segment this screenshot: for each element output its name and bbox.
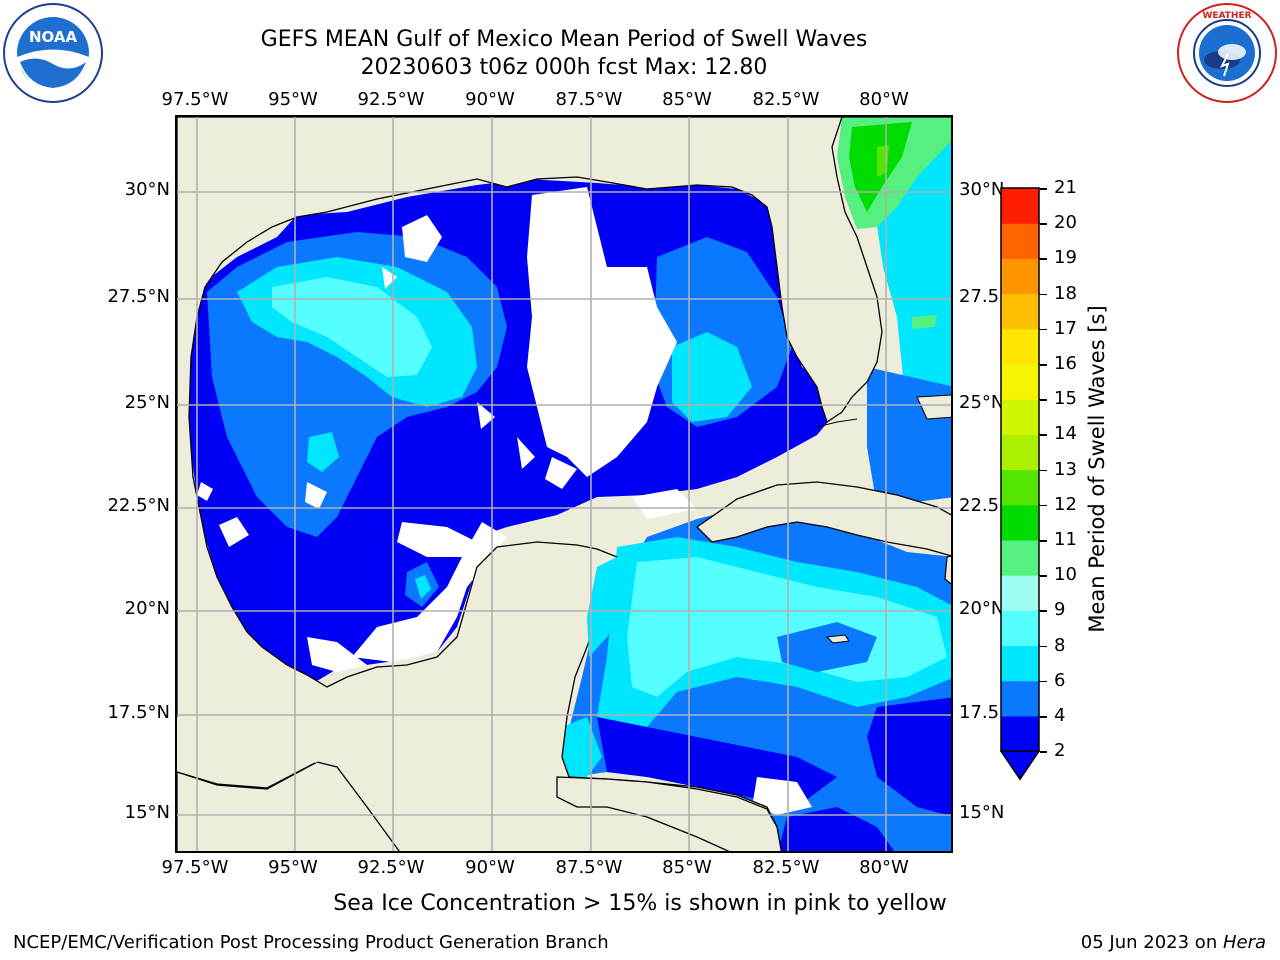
colorbar (999, 186, 1041, 786)
colorbar-tick-label: 21 (1054, 177, 1077, 198)
colorbar-segment (1001, 575, 1039, 611)
colorbar-segment (1001, 258, 1039, 295)
map-panel (175, 115, 953, 853)
lon-label-bottom: 90°W (465, 857, 515, 878)
lon-label-bottom: 97.5°W (161, 857, 229, 878)
colorbar-tick-label: 17 (1054, 317, 1077, 339)
lat-label-left: 25°N (124, 392, 170, 413)
lon-label-bottom: 95°W (268, 857, 318, 878)
footer-date: 05 Jun 2023 on Hera (1081, 932, 1266, 953)
colorbar-segment (1001, 434, 1039, 471)
colorbar-extend-arrow (999, 750, 1041, 781)
lon-label-bottom: 80°W (859, 857, 909, 878)
lon-label-top: 87.5°W (555, 89, 623, 110)
colorbar-segment (1001, 610, 1039, 647)
lon-label-bottom: 85°W (662, 857, 712, 878)
colorbar-tick-mark (1040, 645, 1047, 648)
lat-label-right: 30°N (959, 179, 1005, 200)
lat-label-left: 22.5°N (107, 495, 170, 516)
footer-branch: NCEP/EMC/Verification Post Processing Pr… (13, 932, 609, 953)
lon-label-top: 80°W (859, 89, 909, 110)
colorbar-tick-mark (1040, 258, 1047, 260)
lat-label-left: 30°N (124, 179, 170, 200)
noaa-text: NOAA (29, 28, 78, 46)
footer-date-text: 05 Jun 2023 on (1080, 932, 1223, 953)
lat-label-left: 20°N (124, 598, 170, 619)
colorbar-tick-label: 19 (1054, 247, 1077, 269)
colorbar-tick-mark (1040, 504, 1047, 507)
colorbar-tick-label: 15 (1054, 388, 1077, 410)
colorbar-segment (1001, 293, 1039, 330)
sea-ice-note: Sea Ice Concentration > 15% is shown in … (333, 891, 947, 916)
colorbar-segment (1001, 328, 1039, 365)
footer-host: Hera (1222, 932, 1266, 953)
lon-label-bottom: 92.5°W (357, 857, 425, 878)
colorbar-tick-mark (1040, 293, 1047, 296)
colorbar-tick-label: 8 (1054, 634, 1066, 656)
map-svg (177, 117, 951, 851)
colorbar-tick-label: 20 (1054, 212, 1077, 234)
colorbar-tick-label: 12 (1054, 493, 1077, 515)
chart-title: GEFS MEAN Gulf of Mexico Mean Period of … (260, 27, 868, 52)
colorbar-segment (1001, 680, 1039, 717)
colorbar-tick-mark (1040, 188, 1047, 190)
land-cuba (695, 481, 951, 557)
lat-label-right: 20°N (959, 598, 1005, 619)
chart-subtitle: 20230603 t06z 000h fcst Max: 12.80 (360, 55, 768, 80)
colorbar-segment (1001, 364, 1039, 400)
colorbar-tick-label: 18 (1054, 282, 1077, 304)
colorbar-tick-label: 11 (1054, 529, 1077, 550)
colorbar-tick-mark (1040, 751, 1047, 753)
colorbar-segment (1001, 716, 1039, 752)
lon-label-top: 90°W (465, 89, 515, 110)
colorbar-tick-label: 10 (1054, 564, 1077, 586)
colorbar-tick-mark (1040, 434, 1047, 436)
lat-label-right: 22.5 (959, 495, 1000, 516)
colorbar-tick-mark (1040, 399, 1047, 401)
colorbar-segment (1001, 399, 1039, 435)
lon-label-top: 95°W (268, 89, 318, 110)
colorbar-tick-label: 16 (1054, 353, 1077, 374)
colorbar-tick-mark (1040, 364, 1047, 366)
lon-label-top: 92.5°W (357, 89, 425, 110)
colorbar-tick-mark (1040, 223, 1047, 225)
colorbar-segment (1001, 469, 1039, 506)
lat-label-right: 17.5 (959, 702, 1000, 723)
colorbar-segment (1001, 188, 1039, 224)
colorbar-tick-label: 9 (1054, 599, 1066, 621)
colorbar-tick-mark (1040, 540, 1047, 542)
lon-label-top: 85°W (662, 89, 712, 110)
colorbar-tick-label: 13 (1054, 458, 1077, 480)
colorbar-tick-mark (1040, 610, 1047, 612)
colorbar-segment (1001, 223, 1039, 259)
gridlines (177, 117, 951, 851)
colorbar-segment (1001, 645, 1039, 682)
colorbar-segment (1001, 504, 1039, 541)
lat-label-left: 27.5°N (107, 286, 170, 307)
noaa-logo: NOAA (2, 2, 104, 104)
lat-label-right: 25°N (959, 392, 1005, 413)
lat-label-right: 27.5 (959, 286, 1000, 307)
nws-logo: WEATHER (1176, 2, 1278, 104)
colorbar-label: Mean Period of Swell Waves [s] (1085, 305, 1109, 633)
colorbar-tick-mark (1040, 328, 1047, 331)
lat-label-left: 17.5°N (107, 702, 170, 723)
lat-label-right: 15°N (959, 802, 1005, 823)
colorbar-tick-mark (1040, 575, 1047, 577)
svg-text:WEATHER: WEATHER (1202, 11, 1251, 21)
lon-label-top: 97.5°W (161, 89, 229, 110)
lon-label-top: 82.5°W (752, 89, 820, 110)
colorbar-svg (999, 187, 1041, 781)
colorbar-tick-label: 14 (1054, 423, 1077, 445)
colorbar-tick-mark (1040, 716, 1047, 718)
colorbar-segment (1001, 540, 1039, 576)
colorbar-tick-label: 2 (1054, 740, 1066, 762)
colorbar-tick-mark (1040, 469, 1047, 472)
lon-label-bottom: 87.5°W (555, 857, 623, 878)
colorbar-tick-label: 4 (1054, 705, 1066, 726)
colorbar-tick-mark (1040, 680, 1047, 683)
lon-label-bottom: 82.5°W (752, 857, 820, 878)
lat-label-left: 15°N (124, 802, 170, 823)
colorbar-tick-label: 6 (1054, 669, 1066, 691)
